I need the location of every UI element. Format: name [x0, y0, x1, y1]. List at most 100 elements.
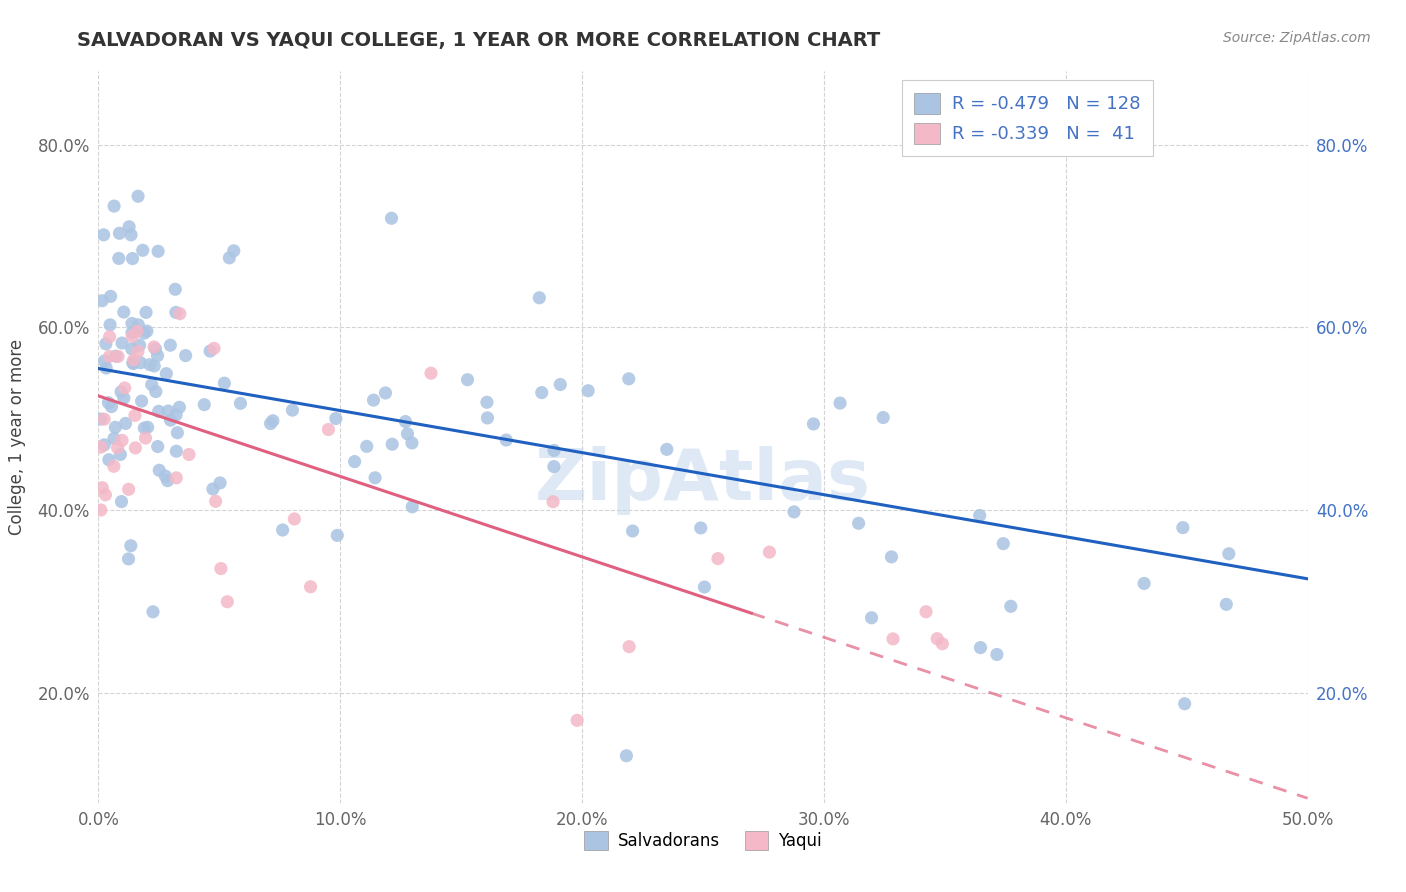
Point — [114, 381, 136, 395]
Point — [356, 439, 378, 453]
Point — [326, 528, 349, 542]
Point — [169, 401, 191, 415]
Point — [1174, 697, 1197, 711]
Point — [174, 349, 197, 363]
Point — [118, 219, 141, 234]
Point — [142, 605, 165, 619]
Point — [193, 398, 215, 412]
Point — [281, 403, 304, 417]
Point — [94, 488, 117, 502]
Point — [122, 357, 145, 371]
Point — [148, 404, 170, 418]
Point — [146, 244, 169, 259]
Point — [107, 441, 129, 455]
Point — [222, 244, 245, 258]
Point — [165, 444, 187, 458]
Point — [529, 291, 551, 305]
Point — [872, 410, 894, 425]
Point — [1171, 520, 1194, 534]
Point — [860, 611, 883, 625]
Point — [259, 417, 281, 431]
Point — [157, 404, 180, 418]
Point — [98, 350, 121, 364]
Point — [783, 505, 806, 519]
Point — [135, 305, 157, 319]
Point — [477, 411, 499, 425]
Point — [880, 549, 903, 564]
Point — [98, 330, 121, 344]
Point — [969, 508, 991, 523]
Point — [90, 440, 112, 454]
Point — [993, 536, 1015, 550]
Point — [420, 366, 443, 380]
Point — [283, 512, 305, 526]
Point — [758, 545, 780, 559]
Y-axis label: College, 1 year or more: College, 1 year or more — [8, 339, 27, 535]
Point — [165, 282, 187, 296]
Point — [495, 433, 517, 447]
Point — [803, 417, 825, 431]
Point — [617, 640, 640, 654]
Point — [110, 447, 132, 461]
Point — [93, 412, 115, 426]
Text: SALVADORAN VS YAQUI COLLEGE, 1 YEAR OR MORE CORRELATION CHART: SALVADORAN VS YAQUI COLLEGE, 1 YEAR OR M… — [77, 31, 880, 50]
Point — [91, 293, 114, 308]
Point — [94, 336, 117, 351]
Point — [135, 324, 157, 338]
Text: Source: ZipAtlas.com: Source: ZipAtlas.com — [1223, 31, 1371, 45]
Point — [155, 469, 177, 483]
Point — [104, 420, 127, 434]
Point — [134, 431, 156, 445]
Point — [103, 199, 125, 213]
Point — [165, 305, 187, 319]
Point — [848, 516, 870, 531]
Point — [616, 748, 638, 763]
Point — [100, 289, 122, 303]
Point — [91, 481, 114, 495]
Point — [121, 355, 143, 369]
Point — [108, 227, 131, 241]
Point — [202, 342, 225, 356]
Point — [121, 342, 143, 356]
Point — [156, 474, 179, 488]
Point — [209, 561, 232, 575]
Point — [325, 411, 347, 425]
Point — [550, 377, 572, 392]
Point — [159, 338, 181, 352]
Point — [131, 394, 153, 409]
Point — [139, 358, 162, 372]
Point — [104, 349, 127, 363]
Point — [882, 632, 904, 646]
Point — [145, 384, 167, 399]
Point — [204, 494, 226, 508]
Point — [146, 440, 169, 454]
Point — [169, 307, 191, 321]
Point — [689, 521, 711, 535]
Point — [201, 482, 224, 496]
Point — [374, 386, 396, 401]
Point — [120, 227, 142, 242]
Point — [343, 454, 366, 468]
Point — [394, 415, 416, 429]
Point — [103, 432, 125, 446]
Point — [127, 318, 149, 332]
Point — [828, 396, 851, 410]
Point — [209, 475, 232, 490]
Point — [120, 539, 142, 553]
Point — [530, 385, 553, 400]
Point — [117, 552, 139, 566]
Point — [129, 356, 152, 370]
Point — [117, 483, 139, 497]
Point — [90, 503, 112, 517]
Point — [110, 384, 132, 399]
Point — [576, 384, 599, 398]
Point — [97, 395, 120, 409]
Point — [97, 452, 120, 467]
Point — [165, 408, 187, 422]
Point — [927, 632, 949, 646]
Point — [107, 252, 129, 266]
Point — [1218, 547, 1240, 561]
Point — [124, 409, 146, 423]
Point — [93, 354, 115, 368]
Point — [132, 244, 155, 258]
